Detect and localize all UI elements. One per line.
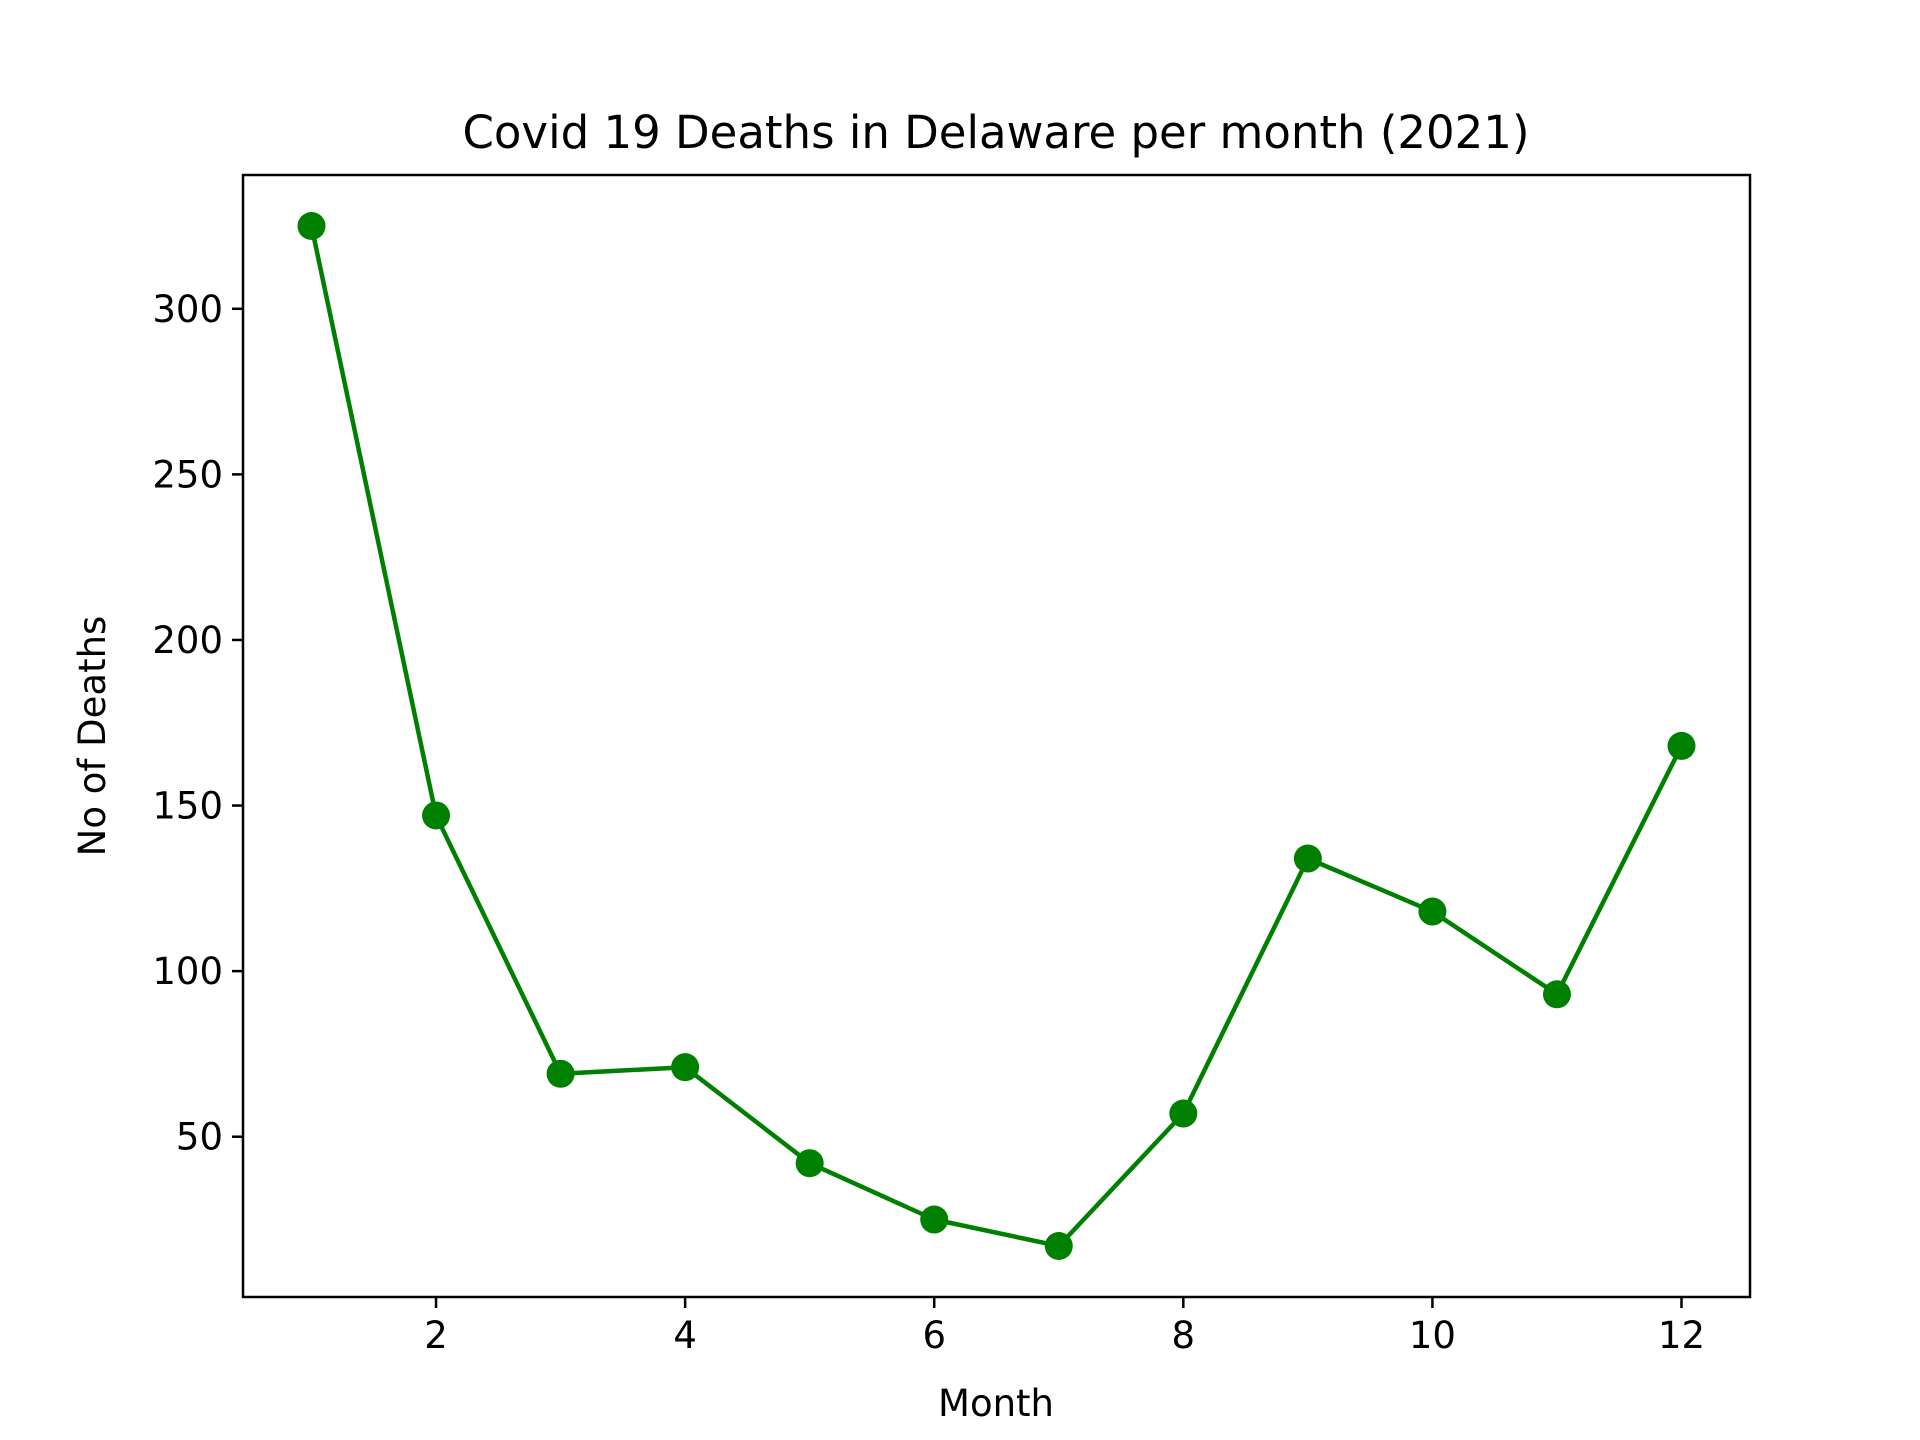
plot-area-frame (241, 173, 1752, 1299)
data-point (1542, 980, 1571, 1009)
x-tick-label: 4 (673, 1314, 697, 1357)
y-tick-label: 50 (176, 1116, 223, 1159)
y-tick-label: 300 (152, 288, 223, 331)
data-point (1667, 731, 1696, 760)
data-point (1169, 1099, 1198, 1128)
y-tick-label: 200 (152, 619, 223, 662)
data-series (297, 212, 1696, 1260)
data-point (1293, 844, 1322, 873)
y-tick-label: 250 (152, 453, 223, 496)
data-point (795, 1149, 824, 1178)
x-axis-ticks: 2 4 6 8 10 12 (424, 1297, 1705, 1357)
data-point (671, 1053, 700, 1082)
data-point (1044, 1232, 1073, 1260)
data-point (297, 212, 326, 240)
x-tick-label: 6 (922, 1314, 946, 1357)
data-point (422, 801, 451, 830)
data-point (920, 1205, 949, 1234)
x-tick-label: 8 (1172, 1314, 1196, 1357)
chart-title: Covid 19 Deaths in Delaware per month (2… (462, 106, 1529, 159)
x-axis-label: Month (938, 1382, 1054, 1425)
series-line (309, 223, 1684, 1249)
x-tick-label: 10 (1409, 1314, 1456, 1357)
y-axis-ticks: 50 100 150 200 250 300 (152, 288, 243, 1159)
data-point (546, 1059, 575, 1088)
x-tick-label: 2 (424, 1314, 448, 1357)
y-tick-label: 100 (152, 950, 223, 993)
x-tick-label: 12 (1658, 1314, 1705, 1357)
data-point (1418, 897, 1447, 926)
y-axis-label: No of Deaths (71, 616, 114, 857)
y-tick-label: 150 (152, 785, 223, 828)
